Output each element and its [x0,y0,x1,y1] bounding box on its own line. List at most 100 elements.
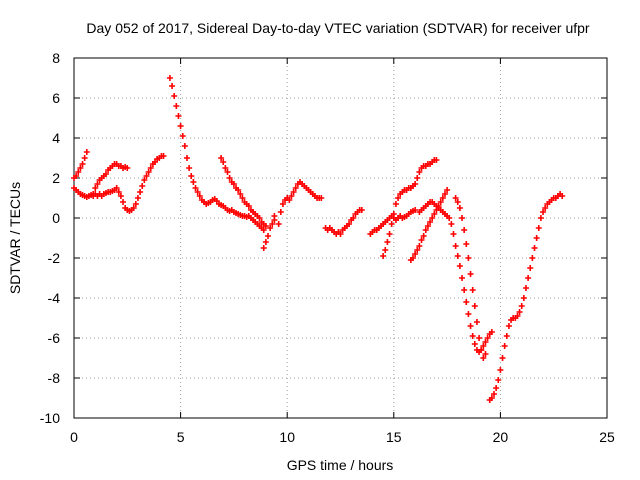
data-point [196,193,203,199]
data-point [456,263,463,269]
data-point [218,155,225,161]
data-point [166,75,173,81]
series-11 [416,199,495,355]
data-point [169,83,176,89]
data-point [467,271,474,277]
data-point [271,217,278,223]
data-point [288,193,295,199]
data-point [471,341,478,347]
data-point [452,243,459,249]
series-9 [380,157,440,259]
data-point [262,239,269,245]
data-point [179,133,186,139]
data-point [262,223,269,229]
data-point [514,313,521,319]
data-point [94,181,101,187]
y-tick-label: -4 [48,290,61,306]
data-point [346,221,353,227]
data-point [92,185,99,191]
data-point [384,239,391,245]
data-point [505,323,512,329]
chart-title: Day 052 of 2017, Sidereal Day-to-day VTE… [86,20,590,36]
data-point [132,201,139,207]
data-point [501,343,508,349]
data-point [476,335,483,341]
data-point [450,231,457,237]
data-point [480,343,487,349]
data-point [143,173,150,179]
data-point [134,195,141,201]
data-point [516,309,523,315]
data-points [71,75,566,403]
data-point [533,235,540,241]
y-tick-label: -6 [48,330,61,346]
data-point [482,351,489,357]
data-point [482,339,489,345]
y-tick-label: 2 [52,170,60,186]
data-point [237,191,244,197]
data-point [452,195,459,201]
data-point [73,173,80,179]
data-point [497,367,504,373]
x-tick-label: 15 [386,429,402,445]
data-point [495,377,502,383]
data-point [279,201,286,207]
data-point [222,165,229,171]
data-point [395,195,402,201]
data-point [431,211,438,217]
data-point [260,245,267,251]
data-point [380,253,387,259]
data-point [230,181,237,187]
data-point [337,231,344,237]
data-point [124,165,131,171]
data-point [173,103,180,109]
data-point [518,303,525,309]
data-point [522,285,529,291]
data-point [115,189,122,195]
data-point [269,221,276,227]
data-point [488,329,495,335]
data-point [137,189,144,195]
data-point [183,155,190,161]
data-point [503,333,510,339]
data-point [171,93,178,99]
data-point [120,199,127,205]
data-point [424,223,431,229]
series-1 [71,149,90,181]
y-tick-label: -10 [40,410,60,426]
data-point [412,181,419,187]
data-point [531,245,538,251]
series-8 [367,207,419,237]
data-point [525,275,532,281]
data-point [75,169,82,175]
data-point [220,159,227,165]
data-point [181,143,188,149]
data-point [414,175,421,181]
data-point [491,391,498,397]
data-point [446,215,453,221]
x-tick-labels: 0 5 10 15 20 25 [70,429,615,445]
data-point [141,177,148,183]
data-point [265,233,272,239]
series-7 [322,207,365,237]
data-point [194,189,201,195]
data-point [113,185,120,191]
data-point [190,179,197,185]
data-point [130,205,137,211]
data-point [488,395,495,401]
y-tick-labels: -10 -8 -6 -4 -2 0 2 4 6 8 [40,50,60,426]
y-tick-label: 0 [52,210,60,226]
data-point [542,205,549,211]
data-point [260,227,267,233]
grid-lines [74,58,607,418]
data-point [422,227,429,233]
data-point [386,231,393,237]
data-point [467,323,474,329]
data-point [520,295,527,301]
axis-ticks [73,57,608,419]
series-4 [218,155,269,229]
data-point [493,385,500,391]
data-point [245,203,252,209]
plot-frame [73,57,608,419]
